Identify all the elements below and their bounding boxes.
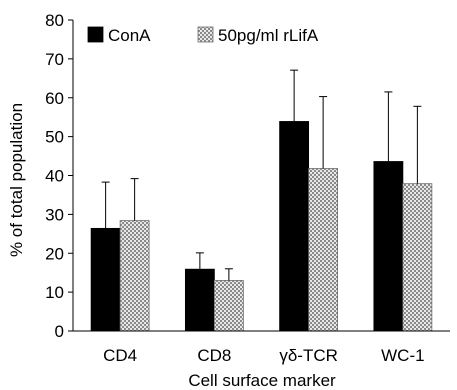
bar-rlifa xyxy=(213,280,244,332)
legend-swatch-rlifa xyxy=(197,26,214,43)
x-tick-label: WC-1 xyxy=(381,346,424,365)
y-tick-label: 30 xyxy=(45,205,64,224)
y-axis-title: % of total population xyxy=(7,103,26,257)
x-axis-ticks: CD4 CD8 γδ-TCR WC-1 xyxy=(103,346,424,365)
error-bars-layer xyxy=(101,69,422,281)
y-axis-ticks: 0 10 20 30 40 50 60 70 80 xyxy=(45,11,73,341)
x-tick-label: CD8 xyxy=(197,346,231,365)
y-tick-label: 60 xyxy=(45,89,64,108)
bar-rlifa xyxy=(308,168,339,332)
legend-label: 50pg/ml rLifA xyxy=(218,26,319,45)
bar-cona xyxy=(184,268,215,332)
legend-label: ConA xyxy=(108,26,151,45)
y-tick-label: 20 xyxy=(45,244,64,263)
bar-cona xyxy=(279,121,310,332)
bar-rlifa xyxy=(402,183,433,332)
x-tick-label: CD4 xyxy=(103,346,137,365)
bar-cona xyxy=(90,227,121,332)
y-tick-label: 50 xyxy=(45,128,64,147)
bars-layer xyxy=(90,121,433,332)
axes xyxy=(72,20,450,332)
y-tick-label: 70 xyxy=(45,50,64,69)
bar-cona xyxy=(373,161,404,332)
y-tick-label: 80 xyxy=(45,11,64,30)
x-tick-label: γδ-TCR xyxy=(279,346,338,365)
y-tick-label: 10 xyxy=(45,283,64,302)
bar-rlifa xyxy=(119,220,150,332)
x-axis-title: Cell surface marker xyxy=(188,371,336,390)
y-tick-label: 0 xyxy=(55,322,64,341)
legend: ConA 50pg/ml rLifA xyxy=(87,26,319,45)
legend-swatch-cona xyxy=(87,26,104,43)
y-tick-label: 40 xyxy=(45,167,64,186)
